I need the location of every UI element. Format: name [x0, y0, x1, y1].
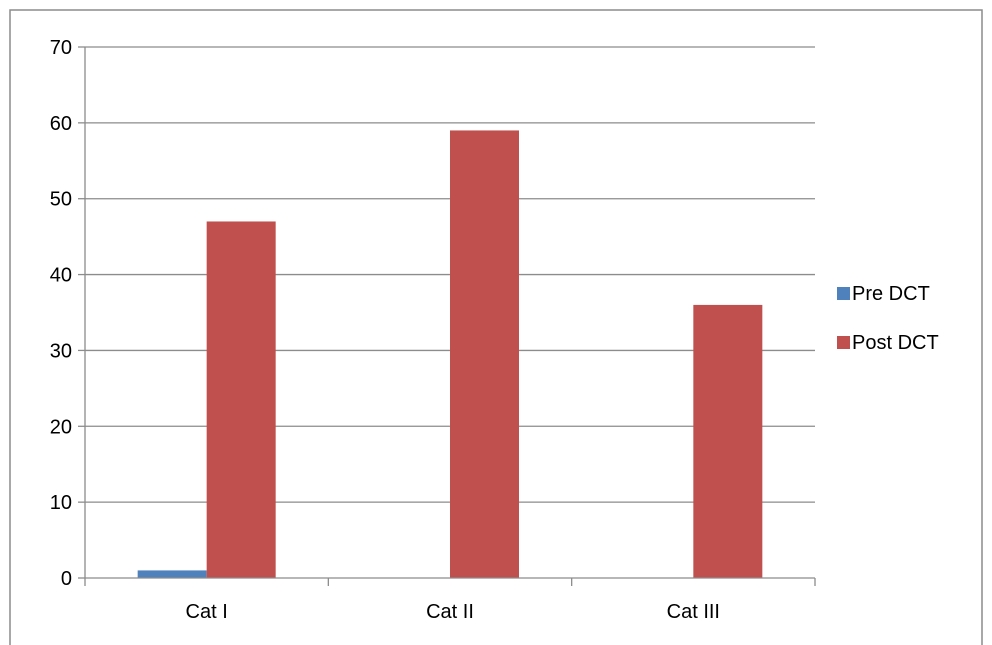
bar-post-dct-cat-i: [206, 221, 276, 578]
y-tick-label: 0: [61, 568, 72, 590]
y-tick-label: 50: [50, 189, 72, 211]
x-tick-label: Cat II: [426, 601, 474, 623]
legend-label: Post DCT: [852, 332, 939, 354]
y-tick-label: 20: [50, 416, 72, 438]
y-tick-label: 70: [50, 37, 72, 59]
y-tick-label: 60: [50, 113, 72, 135]
bars: [137, 130, 763, 578]
legend-swatch-pre-dct: [837, 287, 850, 300]
x-tick-label: Cat I: [186, 601, 228, 623]
legend-swatch-post-dct: [837, 336, 850, 349]
y-tick-label: 40: [50, 265, 72, 287]
bar-post-dct-cat-iii: [693, 304, 763, 578]
legend: Pre DCT Post DCT: [837, 283, 939, 354]
legend-label: Pre DCT: [852, 283, 930, 305]
y-tick-label: 10: [50, 492, 72, 514]
x-tick-label: Cat III: [667, 601, 720, 623]
axes: 0 10 20 30 40 50 60 70 Cat I Cat II Cat III: [50, 37, 816, 623]
bar-pre-dct-cat-i: [137, 570, 207, 578]
y-tick-label: 30: [50, 340, 72, 362]
bar-post-dct-cat-ii: [450, 130, 519, 578]
